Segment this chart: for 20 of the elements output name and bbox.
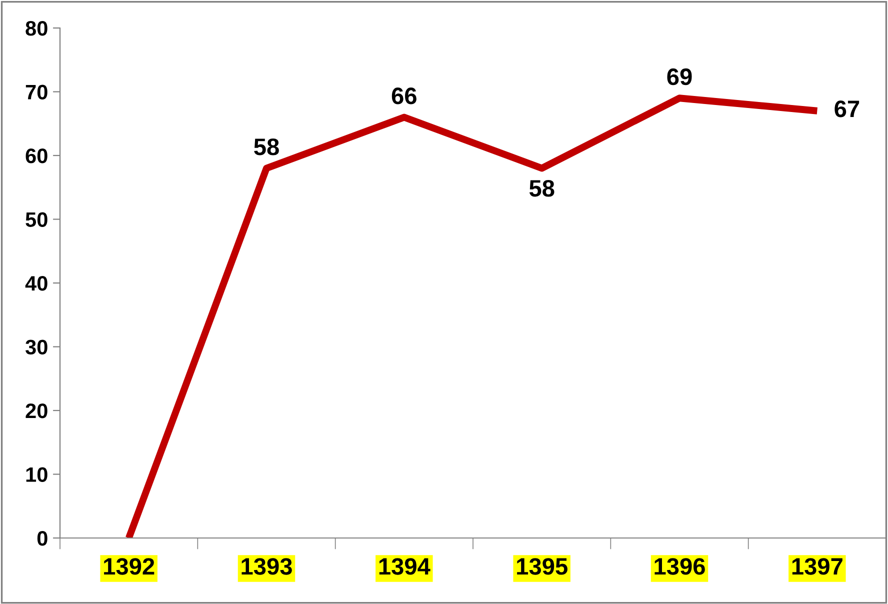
x-tick-label: 1393 <box>242 558 292 575</box>
y-tick-label: 10 <box>26 467 48 482</box>
y-tick-label: 30 <box>26 340 48 355</box>
x-tick-label: 1396 <box>654 558 705 575</box>
y-tick-label: 40 <box>25 276 48 291</box>
y-tick-label: 60 <box>26 148 48 164</box>
data-label: 58 <box>254 138 279 156</box>
data-label: 67 <box>834 100 860 118</box>
y-tick-label: 0 <box>37 531 48 546</box>
x-tick-label: 1395 <box>517 558 568 575</box>
data-label: 66 <box>392 88 416 104</box>
x-tick-label: 1397 <box>792 558 842 575</box>
data-label: 69 <box>667 68 692 86</box>
x-tick-label: 1392 <box>104 558 154 575</box>
data-label: 58 <box>529 180 554 197</box>
x-tick-label: 1394 <box>379 558 430 575</box>
y-tick-label: 50 <box>26 212 48 228</box>
y-tick-label: 70 <box>26 84 48 100</box>
y-tick-label: 20 <box>26 404 48 418</box>
y-tick-label: 80 <box>26 21 48 36</box>
